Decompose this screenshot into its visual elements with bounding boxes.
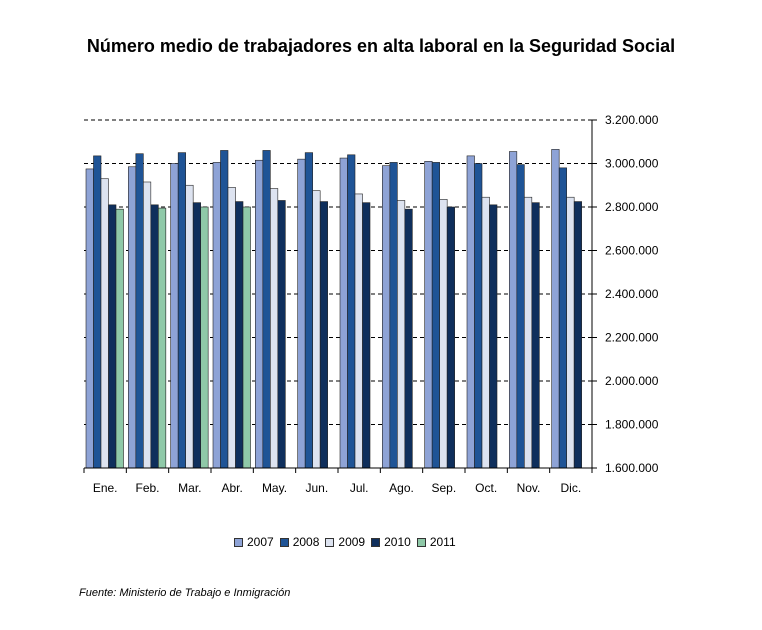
x-tick-label: Feb.: [135, 481, 159, 495]
bar-2009-0: [100, 178, 109, 469]
bar-2010-11: [573, 201, 582, 469]
bar-2010-1: [150, 204, 159, 469]
bar-2009-10: [524, 196, 533, 469]
bar-2007-5: [297, 158, 306, 469]
bar-2010-5: [319, 201, 328, 469]
bar-2007-1: [128, 166, 137, 469]
bar-2008-4: [262, 150, 271, 469]
bar-2008-3: [220, 150, 229, 469]
bar-2010-10: [531, 202, 540, 469]
bar-2010-3: [235, 201, 244, 469]
legend-swatch: [325, 537, 335, 547]
bar-2008-11: [558, 167, 567, 469]
bar-2009-5: [312, 190, 321, 469]
bar-2010-8: [446, 206, 455, 469]
x-tick-label: Abr.: [221, 481, 242, 495]
legend-swatch: [234, 537, 243, 547]
bar-2007-8: [424, 161, 433, 469]
legend-label: 2009: [338, 535, 366, 549]
bar-2009-11: [566, 196, 575, 469]
bar-2007-10: [509, 151, 518, 469]
y-tick-label: 3.000.000: [605, 157, 659, 171]
bar-2008-9: [474, 163, 483, 469]
legend-swatch: [416, 537, 426, 547]
y-tick-label: 2.400.000: [605, 287, 659, 301]
bar-2010-6: [362, 202, 371, 469]
x-tick-label: Jun.: [305, 481, 328, 495]
bar-2008-0: [93, 155, 102, 469]
y-tick-label: 2.600.000: [605, 244, 659, 258]
legend-item-2011: 2011: [416, 535, 456, 549]
bar-2009-7: [397, 200, 406, 469]
y-tick-label: 3.200.000: [605, 113, 659, 127]
x-tick-label: Oct.: [475, 481, 497, 495]
y-tick-label: 1.600.000: [605, 461, 659, 475]
legend-item-2007: 2007: [234, 535, 274, 549]
y-tick-label: 2.200.000: [605, 331, 659, 345]
bar-2010-7: [404, 208, 413, 469]
y-tick-label: 2.800.000: [605, 200, 659, 214]
bar-2008-7: [389, 162, 398, 469]
x-tick-label: Dic.: [560, 481, 581, 495]
x-tick-label: Sep.: [431, 481, 456, 495]
y-tick-label: 1.800.000: [605, 418, 659, 432]
legend-label: 2011: [429, 535, 456, 549]
y-tick-label: 2.000.000: [605, 374, 659, 388]
bar-2007-3: [212, 162, 221, 469]
bar-2011-0: [115, 208, 124, 469]
bar-2010-9: [489, 204, 498, 469]
bar-2008-1: [135, 153, 144, 469]
bar-2007-11: [551, 149, 560, 469]
legend-swatch: [371, 537, 381, 547]
bar-2007-2: [170, 163, 179, 469]
x-tick-label: Ene.: [93, 481, 118, 495]
bar-2007-6: [339, 157, 348, 469]
bar-2009-4: [270, 188, 279, 469]
bar-2009-1: [143, 181, 152, 469]
bar-2010-2: [192, 202, 201, 469]
legend: 2007 2008 2009 2010 2011: [234, 534, 462, 550]
bar-2009-6: [354, 193, 363, 469]
bar-2011-2: [200, 206, 209, 469]
legend-item-2008: 2008: [279, 535, 320, 549]
x-tick-label: Nov.: [517, 481, 541, 495]
bar-2011-3: [242, 206, 251, 469]
legend-item-2009: 2009: [325, 535, 365, 549]
legend-swatch: [279, 537, 289, 547]
legend-label: 2008: [292, 535, 320, 549]
bar-2008-5: [304, 152, 313, 469]
legend-item-2010: 2010: [371, 535, 411, 549]
x-tick-label: May.: [262, 481, 287, 495]
chart-title: Número medio de trabajadores en alta lab…: [86, 36, 676, 56]
source-note: Fuente: Ministerio de Trabajo e Inmigrac…: [79, 587, 291, 599]
bar-2009-3: [227, 187, 236, 469]
bar-2010-4: [277, 200, 286, 469]
bar-2008-8: [431, 162, 440, 469]
legend-label: 2007: [247, 535, 274, 549]
bar-2007-4: [255, 159, 264, 469]
bar-2008-6: [347, 154, 356, 469]
bar-2010-0: [108, 204, 117, 469]
bar-2009-8: [439, 199, 448, 469]
bar-2009-2: [185, 184, 194, 469]
legend-label: 2010: [384, 535, 411, 549]
x-tick-label: Jul.: [350, 481, 369, 495]
bar-2011-1: [158, 207, 167, 469]
bar-2008-2: [177, 152, 186, 469]
bar-2007-0: [85, 168, 94, 469]
bar-2008-10: [516, 164, 525, 469]
bar-2007-7: [382, 165, 391, 469]
x-tick-label: Ago.: [389, 481, 414, 495]
bar-2007-9: [466, 155, 475, 469]
x-tick-label: Mar.: [178, 481, 201, 495]
bar-2009-9: [481, 196, 490, 469]
